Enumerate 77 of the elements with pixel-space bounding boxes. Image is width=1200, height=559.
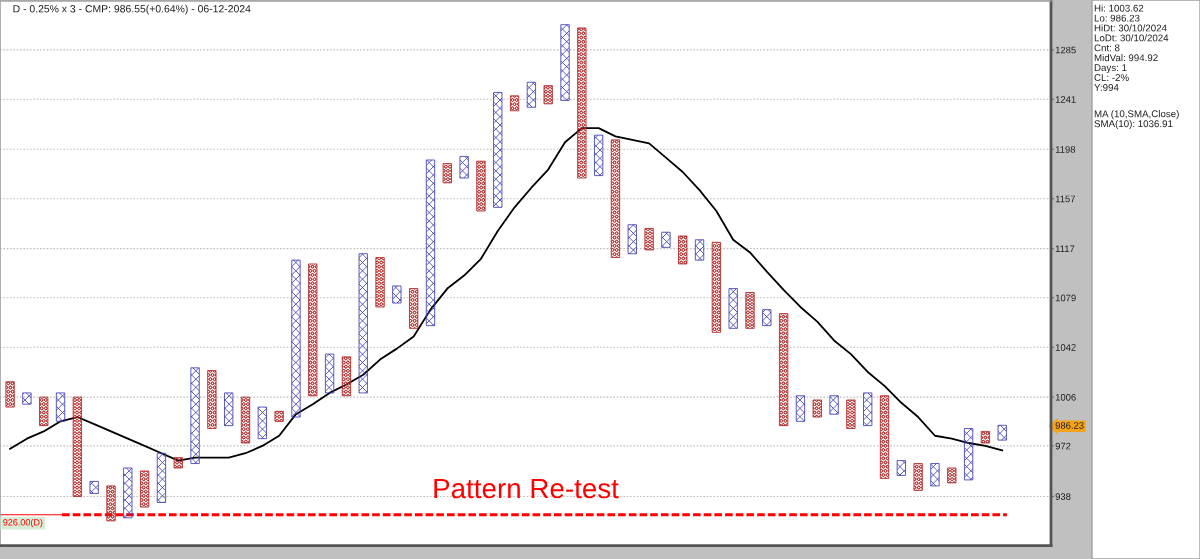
candlestick [22,392,32,405]
candlestick [963,428,974,481]
candlestick [39,396,49,427]
candlestick [577,27,587,179]
candlestick [5,381,15,408]
candlestick [812,399,822,418]
candlestick [291,259,301,418]
y-tick-label: 1042 [1055,344,1076,351]
candlestick [594,134,604,177]
candlestick [846,399,856,429]
y-tick-label: 1157 [1055,195,1076,203]
candlestick [55,392,66,422]
y-tick-label: 986.23 [1055,422,1084,429]
text: MA (10,SMA,Close) SMA(10): 1036.91 [1094,110,1179,130]
candlestick [156,452,167,503]
candlestick [72,396,82,497]
candlestick [190,367,200,464]
candlestick [610,139,621,258]
candlestick [123,467,133,519]
candlestick [409,288,419,329]
candlestick [493,92,503,208]
candlestick [425,159,436,327]
candlestick [392,285,402,304]
candlestick [341,356,352,397]
candlestick [89,480,99,494]
y-tick-label: 1198 [1055,146,1076,153]
candlestick [509,95,520,112]
candlestick [274,410,284,422]
candlestick [324,353,335,394]
candlestick [980,430,991,444]
y-tick-label: 1241 [1055,96,1076,103]
candlestick [526,81,537,108]
candlestick [257,406,267,440]
candlestick [678,235,688,265]
candlestick [173,457,183,469]
candlestick [644,228,654,251]
y-tick-label: 1006 [1055,393,1076,401]
candlestick [728,288,738,329]
ref-line-label: 926.00(D) [3,518,43,528]
candlestick [627,224,637,255]
y-tick-label: 972 [1055,442,1071,450]
line-series [9,127,1004,462]
candlestick [930,463,940,487]
y-tick-label: 1117 [1055,245,1075,253]
candlestick [375,257,385,308]
candlestick [795,395,806,422]
candlestick [207,370,217,429]
candlestick [863,392,873,427]
y-tick-label: 938 [1055,493,1071,500]
candlestick [745,292,755,329]
candlestick [947,467,957,484]
candlestick [913,463,923,491]
candlestick [139,470,150,508]
chart-title: D - 0.25% x 3 - CMP: 986.55(+0.64%) - 06-12-2024 [13,4,251,15]
candlestick [442,163,452,184]
candlestick [560,24,570,101]
candlestick [879,395,890,479]
candlestick [762,309,772,327]
candlestick [358,253,368,394]
candlestick [224,392,234,427]
candlestick [459,156,469,179]
candlestick [997,424,1007,441]
candlestick [106,485,116,522]
candlestick [661,231,671,248]
candlestick [896,460,906,476]
candlestick [694,239,705,261]
y-tick-label: 1079 [1055,294,1076,302]
candlestick [543,85,553,105]
candlestick [829,395,839,415]
candlestick [476,160,486,212]
candlestick [240,396,251,444]
candlestick [711,241,721,333]
text: Hi: 1003.62 Lo: 986.23 HiDt: 30/10/2024 LoDt: 30/10/2024 Cnt: 8 MidVal: 994.92 Days: 1 CL: -2% Y:994 [1094,4,1169,91]
candlestick [779,313,789,427]
annotation: Pattern Re-test [434,478,619,499]
y-tick-label: 1285 [1055,46,1076,54]
candlestick [308,263,318,397]
